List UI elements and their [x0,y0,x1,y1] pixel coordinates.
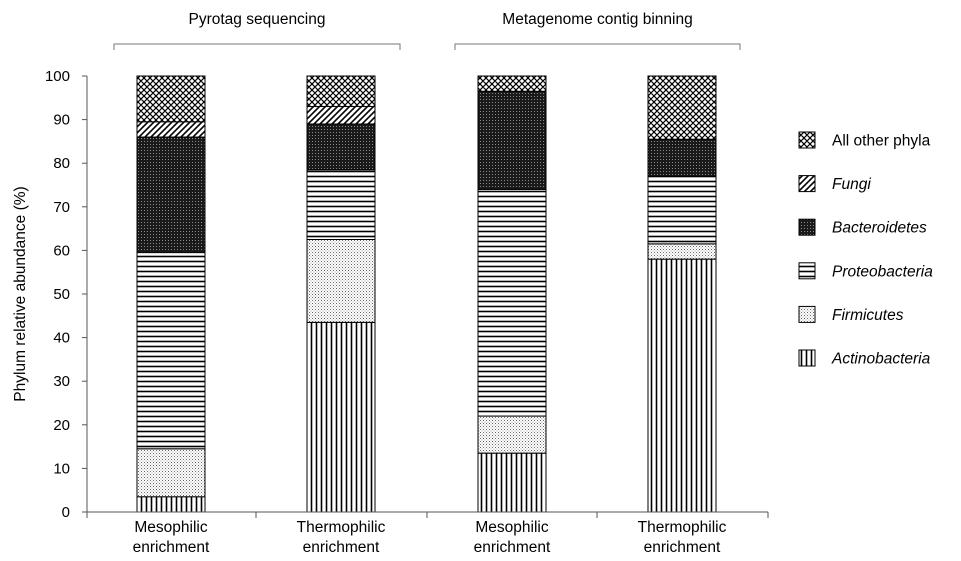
bar-segment-all-other-phyla-1 [306,75,376,108]
y-tick-label: 100 [45,68,70,85]
x-category-label: Mesophilic [475,519,548,536]
legend-label: Firmicutes [832,307,904,324]
bar-segment-actinobacteria-3 [647,258,717,513]
x-category-label: Thermophilic [297,519,386,536]
bar-segment-bacteroidetes-3 [647,138,717,177]
bar-segment-proteobacteria-3 [647,175,717,245]
bar-segment-firmicutes-2 [477,415,547,454]
y-tick-label: 20 [53,417,70,434]
group-bracket [113,43,401,50]
bar-segment-proteobacteria-2 [477,188,547,417]
x-category-label: enrichment [474,539,551,556]
bar-segment-bacteroidetes-2 [477,90,547,190]
bar-segment-actinobacteria-1 [306,321,376,513]
group-bracket [454,43,741,50]
bar-segment-all-other-phyla-3 [647,75,717,140]
x-category-label: Mesophilic [134,519,207,536]
group-title: Metagenome contig binning [502,11,692,28]
legend-label: Actinobacteria [831,351,931,368]
y-tick-label: 80 [53,155,70,172]
x-category-label: enrichment [133,539,210,556]
bar-segment-firmicutes-0 [136,448,206,498]
bar-segment-firmicutes-1 [306,239,376,323]
y-tick-label: 0 [62,504,70,521]
legend-swatch [798,262,816,280]
legend-swatch [798,349,816,367]
bar-segment-proteobacteria-1 [306,169,376,241]
y-tick-label: 30 [53,373,70,390]
bar-segment-all-other-phyla-2 [477,75,547,92]
legend-label: Fungi [832,176,871,193]
legend-label: All other phyla [832,133,931,150]
bar-segment-proteobacteria-0 [136,252,206,450]
bars [136,75,717,513]
legend: All other phyla Fungi Bacteroidetes Proteob… [798,131,933,368]
x-category-label: enrichment [303,539,380,556]
bar-segment-bacteroidetes-1 [306,123,376,171]
x-category-label: Thermophilic [638,519,727,536]
bar-segment-actinobacteria-0 [136,496,206,513]
legend-label: Proteobacteria [832,263,933,280]
bar-segment-bacteroidetes-0 [136,136,206,254]
y-tick-label: 90 [53,112,70,129]
bar-segment-fungi-0 [136,121,206,138]
y-tick-label: 10 [53,460,70,477]
y-axis-title: Phylum relative abundance (%) [12,186,29,401]
legend-label: Bacteroidetes [832,220,927,237]
y-tick-label: 60 [53,242,70,259]
axes: 0 10 20 30 40 50 60 70 80 90 100 Mesophilic enrichme… [12,68,769,556]
x-category-label: enrichment [644,539,721,556]
y-tick-label: 40 [53,330,70,347]
group-brackets: Pyrotag sequencing Metagenome contig binn… [113,11,741,50]
legend-swatch [798,218,816,236]
bar-segment-actinobacteria-2 [477,452,547,513]
bar-segment-fungi-1 [306,106,376,125]
legend-swatch [798,175,816,193]
y-tick-label: 70 [53,199,70,216]
bar-segment-all-other-phyla-0 [136,75,206,123]
y-tick-label: 50 [53,286,70,303]
bar-segment-firmicutes-3 [647,243,717,260]
group-title: Pyrotag sequencing [188,11,325,28]
legend-swatch [798,131,816,149]
legend-swatch [798,305,816,323]
